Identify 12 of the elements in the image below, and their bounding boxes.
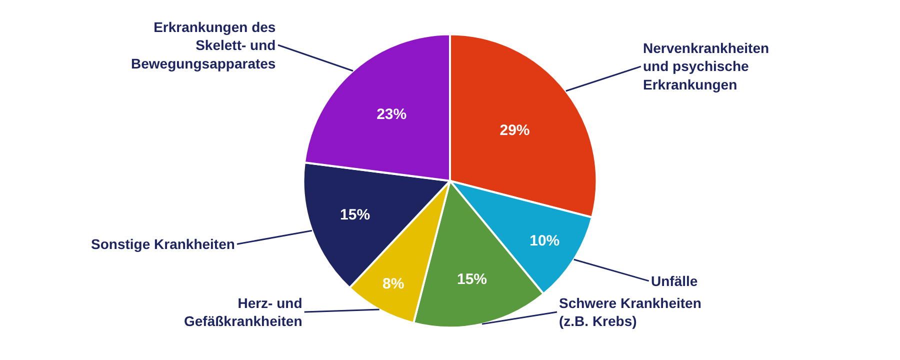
data-label: 15% [340,206,370,224]
data-label: 8% [382,275,404,292]
slice-label: Herz- und Gefäßkrankheiten [184,295,302,330]
slice-label: Schwere Krankheiten (z.B. Krebs) [559,295,702,330]
data-label: 15% [456,270,488,288]
slice-label: Sonstige Krankheiten [91,236,235,252]
slice-label: Nervenkrankheiten und psychische Erkrankungen [643,40,770,92]
data-label: 10% [530,232,560,250]
data-label: 29% [500,122,530,140]
slice-label: Erkrankungen des Skelett- und Bewegungsapparates [131,19,276,72]
data-label: 23% [376,106,407,124]
slice-label: Unfälle [651,273,698,289]
